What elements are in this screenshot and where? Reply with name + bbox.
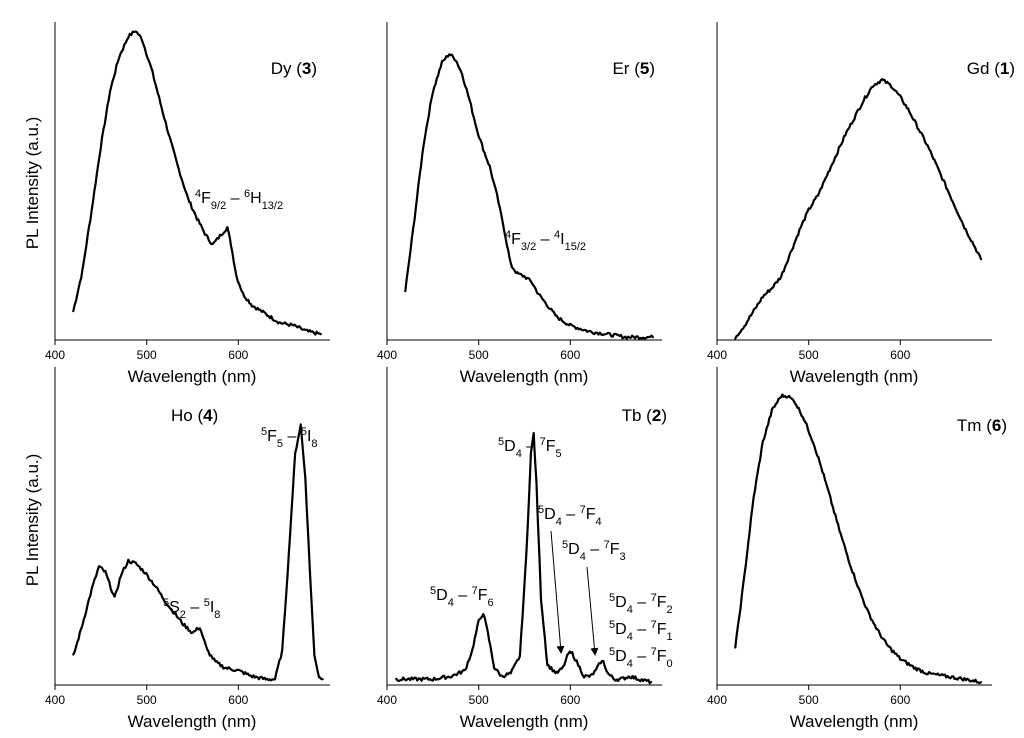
spectrum-trace bbox=[734, 393, 983, 685]
transition-label-tb-7f1: 5D4 – 7F1 bbox=[609, 619, 673, 643]
x-tick-label: 600 bbox=[890, 693, 910, 707]
x-tick-label: 600 bbox=[228, 348, 248, 362]
x-tick-label: 500 bbox=[469, 693, 489, 707]
transition-label-er: 4F3/2 – 4I15/2 bbox=[505, 229, 586, 253]
arrow-7f4 bbox=[550, 530, 565, 654]
transition-label-ho-f5: 5F5 – 5I8 bbox=[261, 426, 318, 450]
transition-label-tb-7f3: 5D4 – 7F3 bbox=[562, 539, 626, 563]
x-tick-label: 600 bbox=[560, 693, 580, 707]
y-axis-label-top: PL Intensity (a.u.) bbox=[23, 117, 42, 250]
x-axis-label: Wavelength (nm) bbox=[790, 712, 919, 731]
panel-title: Dy (3) bbox=[271, 59, 317, 78]
panel-title: Tb (2) bbox=[622, 406, 667, 425]
x-tick-label: 400 bbox=[377, 348, 397, 362]
x-tick-label: 600 bbox=[228, 693, 248, 707]
x-axis-label: Wavelength (nm) bbox=[460, 367, 589, 386]
spectrum-trace bbox=[72, 423, 324, 682]
panel-title: Gd (1) bbox=[967, 59, 1015, 78]
transition-label-tb-7f2: 5D4 – 7F2 bbox=[609, 592, 673, 616]
x-tick-label: 400 bbox=[45, 693, 65, 707]
transition-label-tb-7f5: 5D4 – 7F5 bbox=[498, 436, 562, 460]
panel-tb: 400 500 600 Wavelength (nm) Tb (2) 5D4 –… bbox=[377, 367, 673, 731]
x-tick-label: 500 bbox=[137, 693, 157, 707]
spectrum-trace bbox=[395, 431, 653, 685]
transition-label-dy: 4F9/2 – 6H13/2 bbox=[195, 188, 283, 212]
transition-label-tb-7f0: 5D4 – 7F0 bbox=[609, 646, 673, 670]
transition-label-ho-s2: 5S2 – 5I8 bbox=[163, 597, 220, 621]
panel-tm: 400 500 600 Wavelength (nm) Tm (6) bbox=[707, 367, 1007, 731]
x-tick-label: 600 bbox=[890, 348, 910, 362]
x-tick-label: 400 bbox=[377, 693, 397, 707]
spectrum-trace bbox=[72, 30, 322, 336]
panel-dy: 400 500 600 Wavelength (nm) Dy (3) 4F9/2… bbox=[45, 22, 330, 386]
x-tick-label: 400 bbox=[707, 693, 727, 707]
x-tick-label: 500 bbox=[799, 693, 819, 707]
x-tick-label: 400 bbox=[707, 348, 727, 362]
panel-title: Tm (6) bbox=[957, 416, 1007, 435]
panel-er: 400 500 600 Wavelength (nm) Er (5) 4F3/2… bbox=[377, 22, 662, 386]
transition-label-tb-7f4: 5D4 – 7F4 bbox=[538, 504, 602, 528]
x-axis-label: Wavelength (nm) bbox=[128, 367, 257, 386]
x-axis-label: Wavelength (nm) bbox=[460, 712, 589, 731]
panel-ho: 400 500 600 Wavelength (nm) Ho (4) 5S2 –… bbox=[45, 367, 330, 731]
panel-title: Ho (4) bbox=[171, 406, 218, 425]
x-tick-label: 400 bbox=[45, 348, 65, 362]
panel-title: Er (5) bbox=[612, 59, 655, 78]
arrow-7f3 bbox=[586, 566, 599, 656]
x-tick-label: 500 bbox=[137, 348, 157, 362]
spectrum-trace bbox=[404, 53, 654, 340]
x-axis-label: Wavelength (nm) bbox=[128, 712, 257, 731]
spectrum-trace bbox=[734, 78, 983, 340]
transition-label-tb-7f6: 5D4 – 7F6 bbox=[430, 585, 494, 609]
x-axis-label: Wavelength (nm) bbox=[790, 367, 919, 386]
x-tick-label: 500 bbox=[799, 348, 819, 362]
x-tick-label: 500 bbox=[469, 348, 489, 362]
x-tick-label: 600 bbox=[560, 348, 580, 362]
panel-gd: 400 500 600 Wavelength (nm) Gd (1) bbox=[707, 22, 1015, 386]
y-axis-label-bottom: PL Intensity (a.u.) bbox=[23, 454, 42, 587]
